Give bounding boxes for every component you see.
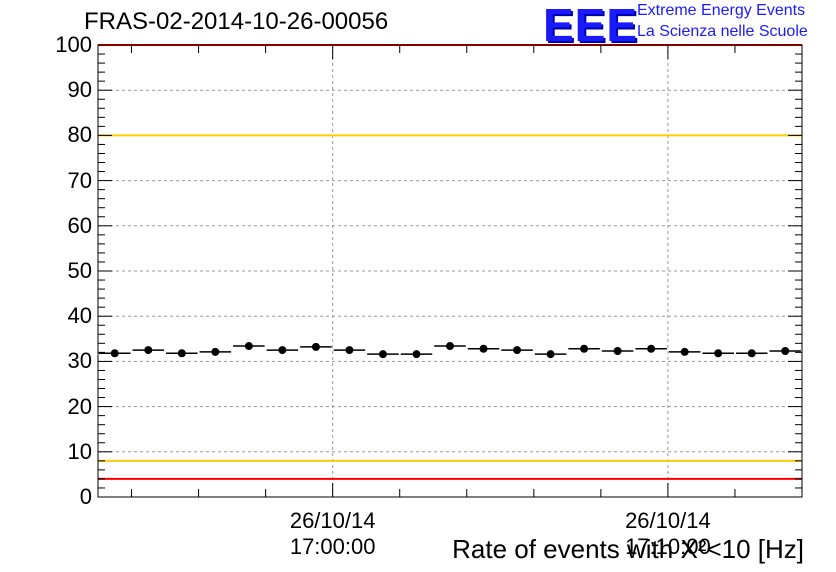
data-point (781, 347, 790, 356)
y-tick-label: 0 (79, 484, 92, 509)
data-point (546, 350, 555, 359)
y-tick-label: 50 (67, 258, 92, 283)
x-tick-time: 17:00:00 (289, 534, 376, 559)
data-point (714, 349, 723, 358)
eee-logo: EEE (543, 0, 639, 51)
y-tick-label: 100 (55, 32, 92, 57)
plot-frame (97, 44, 803, 498)
x-tick-label: 26/10/14 17:10:00 (598, 508, 738, 560)
eee-logo-line1: Extreme Energy Events (637, 2, 806, 19)
y-tick-label: 10 (67, 438, 92, 464)
y-tick-label: 20 (67, 393, 92, 419)
data-point (412, 350, 421, 359)
data-point (747, 349, 756, 358)
data-point (479, 344, 488, 353)
data-point (211, 347, 220, 356)
data-point (513, 346, 522, 355)
data-point (244, 342, 253, 351)
y-tick-label: 70 (67, 167, 92, 193)
run-title: FRAS-02-2014-10-26-00056 (84, 8, 389, 35)
data-series (99, 342, 801, 359)
y-tick-label: 60 (67, 212, 92, 238)
data-point (144, 346, 153, 355)
y-tick-label: 80 (67, 122, 92, 148)
x-tick-date: 26/10/14 (625, 508, 711, 533)
y-tick-label: 90 (67, 77, 92, 103)
data-point (580, 344, 589, 353)
x-axis-title: Rate of events with X²<10 [Hz] (452, 534, 804, 564)
data-point (446, 342, 454, 351)
x-tick-date: 26/10/14 (289, 508, 376, 533)
data-point (345, 346, 354, 355)
data-point (378, 350, 387, 359)
data-point (647, 344, 656, 353)
axes (97, 44, 803, 498)
eee-logo-line2: La Scienza nelle Scuole (637, 23, 808, 40)
data-point (110, 349, 119, 358)
data-point (278, 346, 287, 355)
grid-layer (98, 45, 802, 497)
y-tick-label: 40 (67, 303, 92, 329)
data-point (613, 347, 622, 356)
x-tick-time: 17:10:00 (625, 534, 711, 559)
reference-lines (98, 44, 802, 480)
data-point (311, 342, 320, 351)
x-tick-label: 26/10/14 17:00:00 (263, 508, 403, 560)
data-point (680, 347, 689, 356)
data-point (177, 349, 186, 358)
y-tick-label: 30 (67, 348, 92, 374)
